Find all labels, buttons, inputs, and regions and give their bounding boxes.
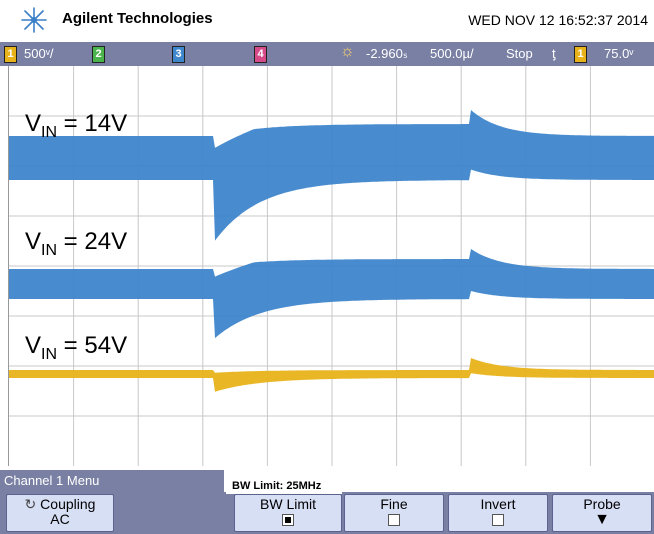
coupling-value: AC [50,511,70,527]
time-scale: 500.0µ/ [430,46,474,61]
brand-name: Agilent Technologies [62,10,213,27]
arrow-down-icon: ▼ [594,511,610,528]
trace-label-54v: VIN = 54V [25,332,128,363]
header-bar: Agilent Technologies WED NOV 12 16:52:37… [0,0,654,42]
coupling-softkey[interactable]: ↻ Coupling AC [6,494,114,532]
fine-softkey[interactable]: Fine [344,494,444,532]
invert-softkey[interactable]: Invert [448,494,548,532]
timebase-sun-icon: ☼ [340,43,355,60]
channel-1-indicator[interactable]: 1 [4,46,17,63]
channel-4-indicator[interactable]: 4 [254,46,267,63]
bw-limit-checkbox[interactable] [282,514,294,527]
date-time: WED NOV 12 16:52:37 2014 [468,12,648,28]
bw-limit-softkey[interactable]: BW Limit [234,494,342,532]
trace-24v [9,249,654,339]
trigger-level: 75.0ᵛ [604,46,634,61]
trace-54v [9,358,654,392]
run-state: Stop [506,46,533,61]
menu-title: Channel 1 Menu [0,470,224,492]
waveform-display [8,66,654,466]
probe-softkey[interactable]: Probe ▼ [552,494,652,532]
channel-2-indicator[interactable]: 2 [92,46,105,63]
channel-3-indicator[interactable]: 3 [172,46,185,63]
time-offset: -2.960ₛ [366,46,408,61]
invert-checkbox[interactable] [492,514,504,527]
trace-label-24v: VIN = 24V [25,228,128,259]
agilent-spark-logo-icon [21,7,47,33]
waveform-plot [9,66,654,466]
trigger-edge-icon: ƫ [552,46,556,61]
channel-1-scale: 500ᵛ/ [24,46,54,61]
status-bar: 1 500ᵛ/ 2 3 4 ☼ -2.960ₛ 500.0µ/ Stop ƫ 1… [0,42,654,66]
trace-14v [9,110,654,241]
trigger-source-indicator: 1 [574,46,587,63]
bw-limit-note: BW Limit: 25MHz [226,478,342,494]
trace-label-14v: VIN = 14V [25,110,128,141]
rotate-knob-icon: ↻ [24,496,37,512]
fine-checkbox[interactable] [388,514,400,527]
